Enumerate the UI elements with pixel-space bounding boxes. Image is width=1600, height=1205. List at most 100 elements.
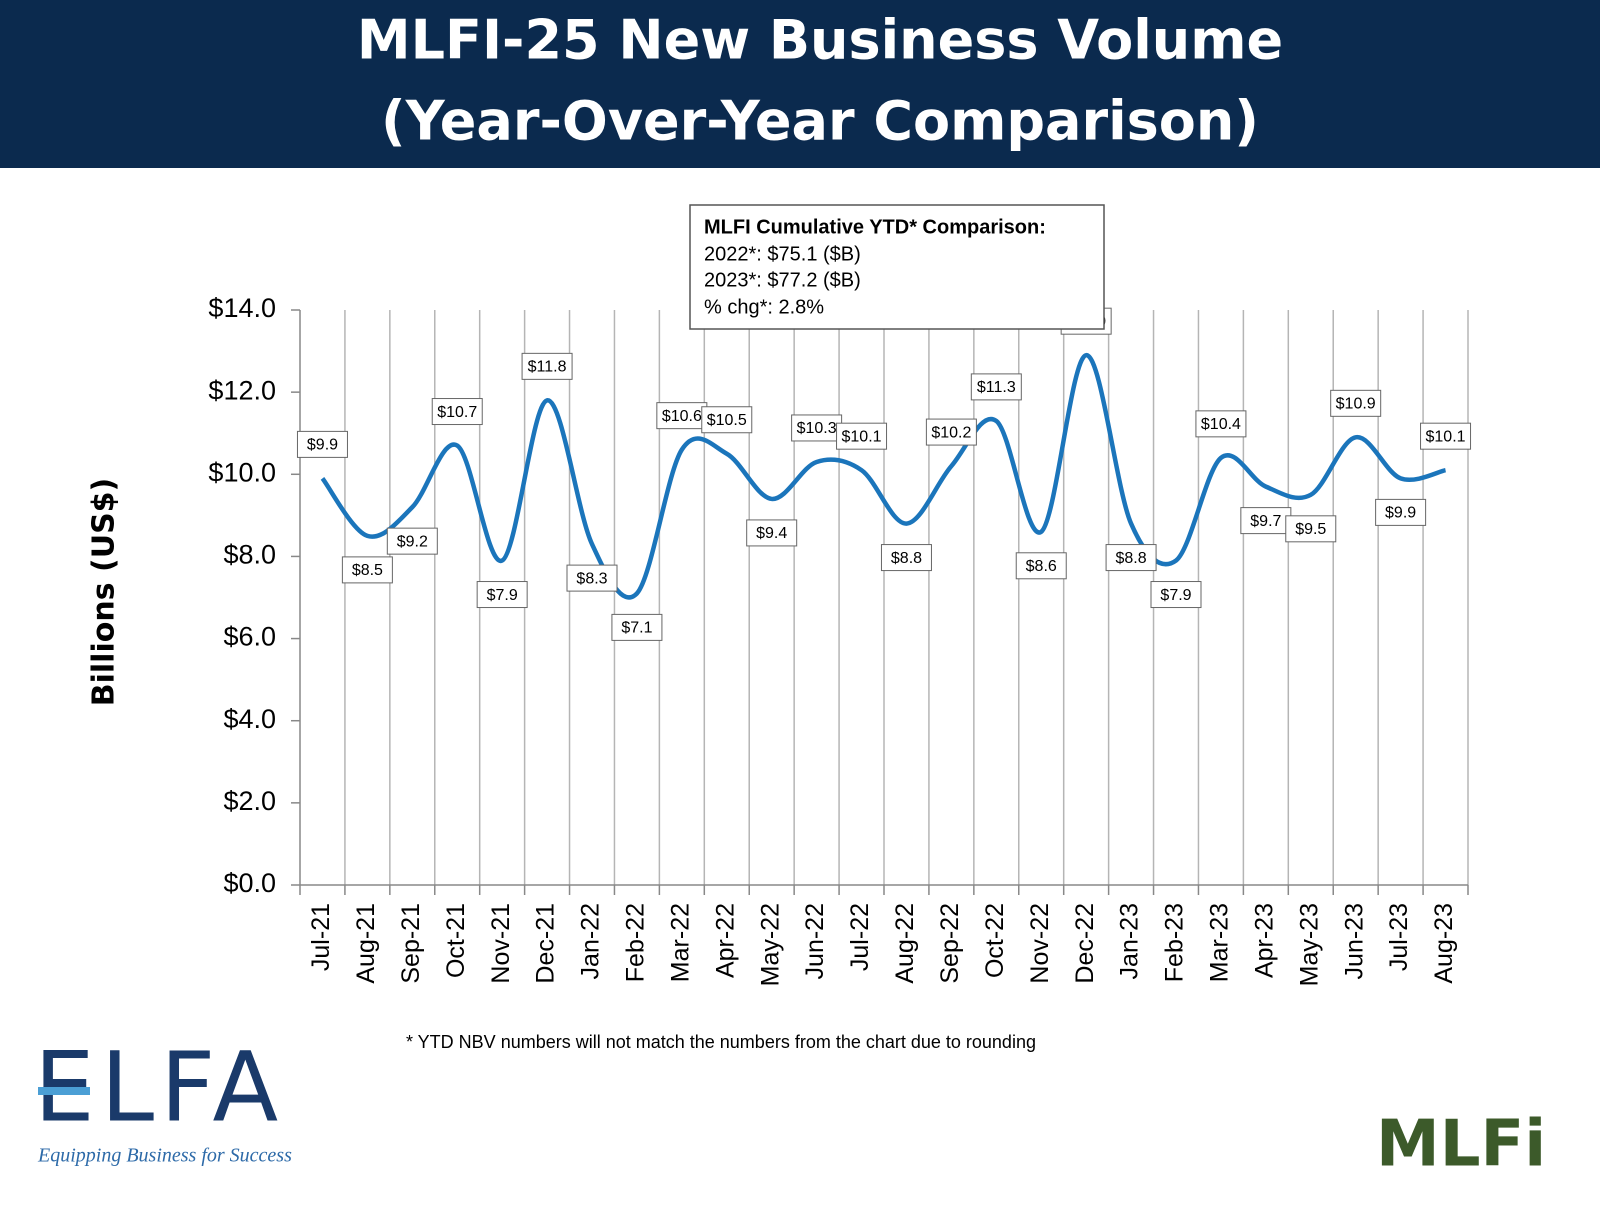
data-label-box bbox=[746, 519, 798, 547]
data-label-box bbox=[611, 613, 663, 641]
data-label: $9.5 bbox=[1285, 515, 1337, 543]
data-label-box bbox=[1330, 389, 1382, 417]
data-label-text: $11.3 bbox=[977, 379, 1016, 396]
x-tick-label: Feb-22 bbox=[622, 903, 650, 982]
data-label-text: $9.5 bbox=[1295, 521, 1326, 538]
data-label: $7.1 bbox=[611, 613, 663, 641]
annotation-line: % chg*: 2.8% bbox=[704, 296, 824, 318]
data-label: $10.4 bbox=[1195, 410, 1247, 438]
data-label: $9.4 bbox=[746, 519, 798, 547]
data-label-box bbox=[1285, 515, 1337, 543]
data-label: $7.9 bbox=[1150, 581, 1202, 609]
data-label-text: $9.9 bbox=[307, 437, 338, 454]
data-label-box bbox=[1015, 552, 1067, 580]
x-tick-label: Jun-23 bbox=[1340, 903, 1368, 979]
data-line bbox=[320, 352, 1447, 600]
data-label-text: $8.5 bbox=[352, 562, 383, 579]
data-label: $7.9 bbox=[476, 581, 528, 609]
data-label-text: $9.2 bbox=[397, 533, 428, 550]
data-label-box bbox=[1240, 507, 1292, 535]
data-label-box bbox=[1420, 422, 1472, 450]
data-label: $8.8 bbox=[1105, 544, 1157, 572]
data-label-box bbox=[970, 373, 1022, 401]
data-label-text: $9.9 bbox=[1385, 505, 1416, 522]
data-label: $10.1 bbox=[836, 422, 888, 450]
x-tick-label: Apr-23 bbox=[1250, 903, 1278, 978]
annotation-frame bbox=[689, 204, 1105, 330]
x-tick-label: Nov-21 bbox=[487, 903, 515, 984]
data-label-box bbox=[341, 556, 393, 584]
data-label-box bbox=[656, 402, 708, 430]
data-label-text: $9.4 bbox=[756, 525, 787, 542]
data-label: $8.6 bbox=[1015, 552, 1067, 580]
data-label-text: $8.6 bbox=[1026, 558, 1057, 575]
x-tick-label: Nov-22 bbox=[1026, 903, 1054, 984]
chart-subtitle: (Year-Over-Year Comparison) bbox=[381, 90, 1259, 153]
data-label-box bbox=[521, 352, 573, 380]
logo-tagline: Equipping Business for Success bbox=[37, 1145, 292, 1167]
data-label-text: $10.2 bbox=[931, 424, 971, 441]
annotation-line: 2022*: $75.1 ($B) bbox=[704, 243, 861, 265]
data-label-text: $10.9 bbox=[1336, 396, 1376, 413]
y-tick-label: $14.0 bbox=[208, 293, 276, 323]
data-label-box bbox=[386, 527, 438, 555]
x-tick-label: Dec-22 bbox=[1071, 903, 1099, 984]
annotation-box: MLFI Cumulative YTD* Comparison: 2022*: … bbox=[689, 204, 1105, 330]
data-label: $8.5 bbox=[341, 556, 393, 584]
header-band bbox=[0, 0, 1600, 168]
data-label-text: $10.7 bbox=[437, 404, 477, 421]
data-label-text: $10.3 bbox=[797, 420, 837, 437]
x-tick-label: Sep-22 bbox=[936, 903, 964, 984]
data-label-text: $8.8 bbox=[891, 550, 922, 567]
data-label-box bbox=[296, 430, 348, 458]
y-tick-label: $10.0 bbox=[208, 457, 276, 487]
data-label-text: $7.1 bbox=[621, 620, 652, 637]
data-label-box bbox=[925, 418, 977, 446]
data-label-text: $8.8 bbox=[1116, 550, 1147, 567]
data-label: $10.5 bbox=[701, 406, 753, 434]
data-label-text: $10.6 bbox=[662, 408, 702, 425]
data-label-text: $10.1 bbox=[842, 428, 882, 445]
logo-accent bbox=[38, 1087, 90, 1095]
x-tick-label: Jan-23 bbox=[1116, 903, 1144, 979]
data-label: $10.1 bbox=[1420, 422, 1472, 450]
logo-right: MLFi bbox=[1376, 1108, 1546, 1182]
y-tick-label: $12.0 bbox=[208, 375, 276, 405]
x-tick-label: Aug-23 bbox=[1430, 903, 1458, 984]
x-tick-label: Jul-22 bbox=[846, 903, 874, 971]
y-tick-label: $4.0 bbox=[223, 704, 276, 734]
y-axis-label: Billions (US$) bbox=[87, 478, 122, 707]
data-label-text: $8.3 bbox=[576, 570, 607, 587]
annotation-heading: MLFI Cumulative YTD* Comparison: bbox=[704, 216, 1046, 238]
data-label-box bbox=[880, 544, 932, 572]
x-tick-label: Dec-21 bbox=[532, 903, 560, 984]
chart-title: MLFI-25 New Business Volume bbox=[357, 9, 1283, 72]
data-label-box bbox=[1150, 581, 1202, 609]
data-label-box bbox=[701, 406, 753, 434]
data-label: $10.6 bbox=[656, 402, 708, 430]
data-label-box bbox=[1195, 410, 1247, 438]
y-tick-label: $0.0 bbox=[223, 868, 276, 898]
y-tick-label: $8.0 bbox=[223, 540, 276, 570]
footnote: * YTD NBV numbers will not match the num… bbox=[406, 1032, 1036, 1052]
x-tick-label: Oct-21 bbox=[442, 903, 470, 978]
y-tick-label: $6.0 bbox=[223, 622, 276, 652]
x-tick-label: Aug-22 bbox=[891, 903, 919, 984]
y-tick-label: $2.0 bbox=[223, 786, 276, 816]
data-label-text: $9.7 bbox=[1250, 513, 1281, 530]
data-label-box bbox=[1105, 544, 1157, 572]
x-tick-label: Mar-23 bbox=[1206, 903, 1234, 982]
x-tick-label: Mar-22 bbox=[666, 903, 694, 982]
data-label-text: $11.8 bbox=[528, 359, 567, 376]
annotation-line: 2023*: $77.2 ($B) bbox=[704, 269, 861, 291]
x-tick-label: Jul-23 bbox=[1385, 903, 1413, 971]
x-tick-label: May-23 bbox=[1295, 903, 1323, 986]
data-label: $8.3 bbox=[566, 564, 618, 592]
data-label-text: $10.5 bbox=[707, 412, 747, 429]
x-tick-label: Feb-23 bbox=[1161, 903, 1189, 982]
data-label: $9.9 bbox=[1375, 498, 1427, 526]
data-label-text: $7.9 bbox=[487, 587, 518, 604]
data-label: $8.8 bbox=[880, 544, 932, 572]
data-label-box bbox=[476, 581, 528, 609]
